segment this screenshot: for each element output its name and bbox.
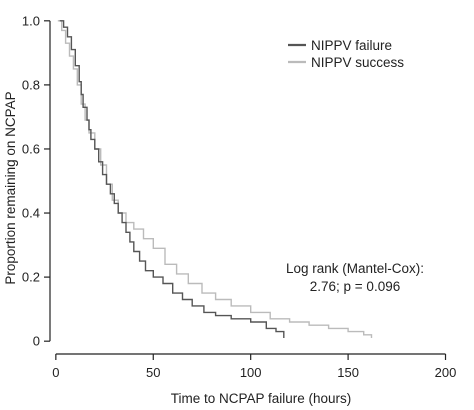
legend-label-nippv-failure: NIPPV failure — [311, 38, 392, 53]
x-tick-label: 0 — [52, 365, 59, 380]
legend: NIPPV failure NIPPV success — [288, 38, 404, 70]
y-tick-label: 0.6 — [22, 141, 40, 156]
y-tick-label: 0.8 — [22, 77, 40, 92]
y-ticks: 0 0.2 0.4 0.6 0.8 1.0 — [22, 13, 50, 349]
x-tick-label: 150 — [337, 365, 359, 380]
x-axis-label: Time to NCPAP failure (hours) — [171, 391, 352, 406]
y-tick-label: 0 — [33, 334, 40, 349]
annotation-line-1: Log rank (Mantel-Cox): — [286, 261, 424, 276]
x-tick-label: 50 — [146, 365, 160, 380]
log-rank-annotation: Log rank (Mantel-Cox): 2.76; p = 0.096 — [286, 261, 424, 294]
y-tick-label: 1.0 — [22, 13, 40, 28]
x-ticks: 0 50 100 150 200 — [52, 354, 456, 380]
x-tick-label: 200 — [435, 365, 457, 380]
x-tick-label: 100 — [240, 365, 262, 380]
axes — [49, 20, 446, 355]
series-line-nippv-success — [57, 20, 373, 338]
annotation-line-2: 2.76; p = 0.096 — [310, 279, 400, 294]
y-axis-label: Proportion remaining on NCPAP — [3, 91, 18, 284]
series-layer — [57, 20, 373, 338]
legend-label-nippv-success: NIPPV success — [311, 55, 404, 70]
y-tick-label: 0.4 — [22, 206, 40, 221]
series-line-nippv-failure — [59, 20, 285, 338]
y-tick-label: 0.2 — [22, 270, 40, 285]
